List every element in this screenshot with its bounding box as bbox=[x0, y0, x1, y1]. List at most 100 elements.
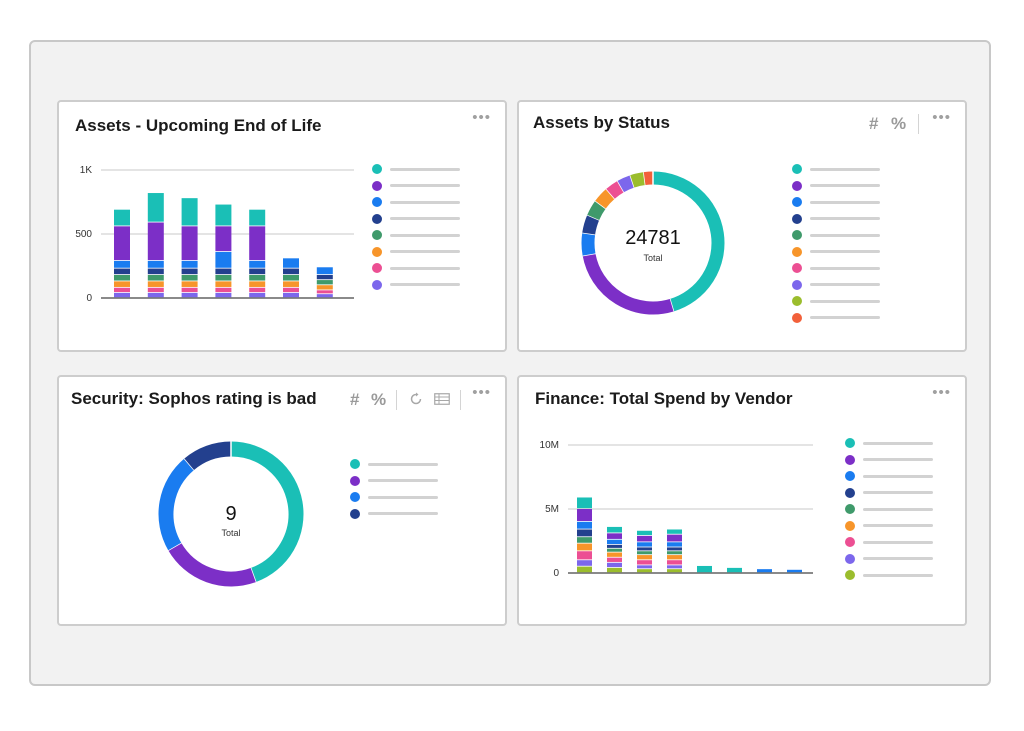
bar-segment[interactable] bbox=[114, 292, 130, 298]
legend-item-blue[interactable] bbox=[792, 194, 880, 211]
bar-segment[interactable] bbox=[637, 565, 652, 569]
refresh-icon[interactable] bbox=[409, 392, 423, 406]
bar-segment[interactable] bbox=[147, 287, 164, 293]
bar-segment[interactable] bbox=[667, 560, 682, 565]
bar-segment[interactable] bbox=[607, 533, 622, 539]
bar-segment[interactable] bbox=[215, 204, 232, 226]
bar-segment[interactable] bbox=[607, 562, 622, 568]
bar-segment[interactable] bbox=[637, 555, 652, 560]
legend-item-teal[interactable] bbox=[350, 456, 438, 473]
bar-segment[interactable] bbox=[147, 260, 164, 268]
bar-segment[interactable] bbox=[114, 274, 130, 281]
bar-segment[interactable] bbox=[114, 281, 130, 287]
bar-segment[interactable] bbox=[283, 281, 299, 287]
bar-segment[interactable] bbox=[215, 226, 232, 252]
bar-segment[interactable] bbox=[607, 557, 622, 562]
bar-segment[interactable] bbox=[667, 547, 682, 551]
bar-segment[interactable] bbox=[577, 537, 592, 543]
bar-segment[interactable] bbox=[607, 552, 622, 557]
donut-slice[interactable] bbox=[581, 232, 596, 256]
bar-segment[interactable] bbox=[181, 281, 198, 287]
legend-item-green[interactable] bbox=[845, 501, 933, 518]
percent-toggle-icon[interactable]: % bbox=[371, 390, 387, 409]
bar-segment[interactable] bbox=[787, 569, 802, 573]
bar-segment[interactable] bbox=[316, 274, 333, 280]
bar-segment[interactable] bbox=[667, 569, 682, 573]
legend-item-pink[interactable] bbox=[372, 260, 460, 277]
bar-segment[interactable] bbox=[181, 274, 198, 281]
legend-item-navy[interactable] bbox=[372, 211, 460, 228]
donut-slice[interactable] bbox=[168, 542, 256, 587]
bar-segment[interactable] bbox=[577, 497, 592, 509]
bar-segment[interactable] bbox=[147, 292, 164, 298]
legend-item-green[interactable] bbox=[372, 227, 460, 244]
bar-segment[interactable] bbox=[637, 530, 652, 536]
more-options-icon[interactable]: ••• bbox=[932, 109, 951, 126]
legend-item-violet[interactable] bbox=[792, 277, 880, 294]
donut-slice[interactable] bbox=[595, 188, 615, 209]
count-toggle-icon[interactable]: # bbox=[869, 114, 879, 133]
bar-segment[interactable] bbox=[147, 274, 164, 281]
legend-item-purple[interactable] bbox=[372, 178, 460, 195]
bar-segment[interactable] bbox=[114, 287, 130, 293]
bar-segment[interactable] bbox=[577, 543, 592, 551]
legend-item-purple[interactable] bbox=[350, 473, 438, 490]
donut-slice[interactable] bbox=[617, 175, 635, 193]
donut-slice[interactable] bbox=[630, 172, 646, 188]
bar-segment[interactable] bbox=[114, 209, 130, 226]
bar-segment[interactable] bbox=[316, 290, 333, 294]
bar-segment[interactable] bbox=[637, 560, 652, 565]
legend-item-blue[interactable] bbox=[350, 489, 438, 506]
legend-item-blue[interactable] bbox=[845, 468, 933, 485]
bar-segment[interactable] bbox=[577, 529, 592, 537]
table-icon[interactable] bbox=[434, 393, 450, 405]
bar-segment[interactable] bbox=[249, 260, 266, 268]
more-options-icon[interactable]: ••• bbox=[932, 384, 951, 401]
legend-item-orange[interactable] bbox=[372, 244, 460, 261]
bar-segment[interactable] bbox=[114, 226, 130, 261]
bar-segment[interactable] bbox=[215, 251, 232, 268]
bar-segment[interactable] bbox=[637, 547, 652, 551]
more-options-icon[interactable]: ••• bbox=[472, 384, 491, 401]
legend-item-navy[interactable] bbox=[350, 506, 438, 523]
donut-slice[interactable] bbox=[587, 200, 606, 221]
bar-segment[interactable] bbox=[283, 292, 299, 298]
bar-segment[interactable] bbox=[147, 222, 164, 261]
bar-segment[interactable] bbox=[114, 260, 130, 268]
donut-slice[interactable] bbox=[230, 441, 304, 583]
legend-item-teal[interactable] bbox=[372, 161, 460, 178]
legend-item-blue[interactable] bbox=[372, 194, 460, 211]
bar-segment[interactable] bbox=[667, 534, 682, 542]
legend-item-orange[interactable] bbox=[792, 244, 880, 261]
bar-segment[interactable] bbox=[316, 294, 333, 298]
bar-segment[interactable] bbox=[215, 287, 232, 293]
donut-slice[interactable] bbox=[606, 180, 625, 199]
bar-segment[interactable] bbox=[283, 258, 299, 268]
bar-segment[interactable] bbox=[667, 529, 682, 534]
legend-item-red[interactable] bbox=[792, 310, 880, 327]
donut-slice[interactable] bbox=[582, 253, 674, 315]
bar-segment[interactable] bbox=[283, 274, 299, 281]
bar-segment[interactable] bbox=[607, 544, 622, 548]
bar-segment[interactable] bbox=[249, 292, 266, 298]
bar-segment[interactable] bbox=[577, 560, 592, 566]
legend-item-teal[interactable] bbox=[792, 161, 880, 178]
bar-segment[interactable] bbox=[757, 569, 772, 573]
bar-segment[interactable] bbox=[283, 287, 299, 293]
donut-slice[interactable] bbox=[158, 458, 195, 551]
legend-item-teal[interactable] bbox=[845, 435, 933, 452]
bar-segment[interactable] bbox=[607, 567, 622, 573]
legend-item-violet[interactable] bbox=[372, 277, 460, 294]
bar-segment[interactable] bbox=[316, 285, 333, 290]
bar-segment[interactable] bbox=[181, 287, 198, 293]
bar-segment[interactable] bbox=[249, 209, 266, 226]
bar-segment[interactable] bbox=[249, 281, 266, 287]
bar-segment[interactable] bbox=[181, 268, 198, 275]
bar-segment[interactable] bbox=[316, 280, 333, 285]
legend-item-navy[interactable] bbox=[845, 485, 933, 502]
bar-segment[interactable] bbox=[181, 292, 198, 298]
donut-slice[interactable] bbox=[184, 441, 232, 471]
bar-segment[interactable] bbox=[147, 268, 164, 275]
legend-item-purple[interactable] bbox=[792, 178, 880, 195]
percent-toggle-icon[interactable]: % bbox=[891, 114, 907, 133]
